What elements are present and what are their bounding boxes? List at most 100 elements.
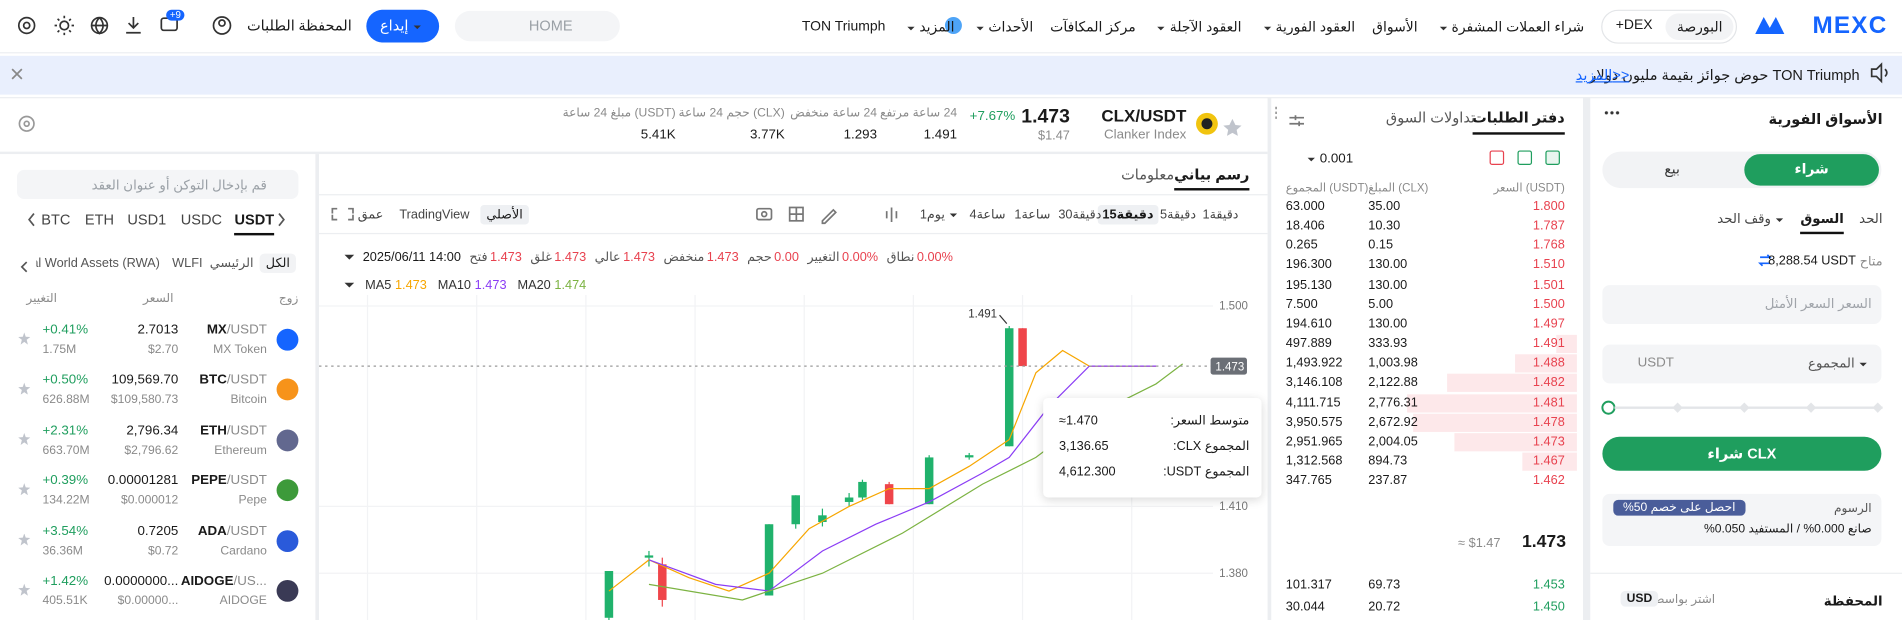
interval[interactable]: 1ساعة <box>1014 207 1051 223</box>
ma-name: MA5 <box>365 277 392 293</box>
banner-link[interactable]: المزيد>> <box>1575 66 1630 84</box>
market-search-box[interactable] <box>16 169 299 199</box>
nav-item[interactable]: مركز المكافآت <box>1050 20 1136 35</box>
book-total: 30.044 <box>1285 598 1325 614</box>
ohlc-value: 0.00% <box>842 249 879 265</box>
candle-body <box>858 481 867 498</box>
book-amount: 69.73 <box>1368 577 1401 593</box>
banner-text: TON Triumph حوض جوائز بقيمة مليون دولار <box>1589 66 1860 84</box>
ohlc-label: نطاق <box>886 249 915 265</box>
interval[interactable]: 4ساعة <box>969 207 1006 223</box>
column-header: التغيير <box>26 292 58 306</box>
available-label: متاح <box>1859 254 1883 270</box>
total-label[interactable]: المجموع <box>1808 355 1872 372</box>
view-option[interactable]: الأصلي <box>480 205 529 225</box>
book-header: المجموع (USDT) <box>1285 181 1369 196</box>
book-price: 1.491 <box>1532 336 1565 351</box>
book-view-icon[interactable] <box>1545 150 1560 166</box>
stat-value: 3.77K <box>749 127 785 142</box>
ohlc-label: التغيير <box>807 249 840 265</box>
pair-base: MX <box>206 322 227 338</box>
high-label: 1.491 <box>968 309 997 321</box>
ohlc-item: نطاق 0.00% <box>887 250 953 265</box>
ohlc-info: 2025/06/11 14:00 فتح 1.473 غلق 1.473 عالي 1.47… <box>344 249 953 265</box>
nav-item[interactable]: DEX+ <box>1615 17 1653 33</box>
interval[interactable]: 5دقيقة <box>1160 207 1197 223</box>
pair-line: MX/USDT <box>207 323 267 338</box>
slider-knob[interactable] <box>1601 400 1616 415</box>
market-search[interactable]: قم بإدخال التوكن أو عنوان العقد <box>91 178 267 193</box>
book-tab[interactable]: دفتر الطلبات <box>1472 109 1565 135</box>
interval[interactable]: 15دقيقة <box>1097 205 1159 225</box>
currency-pill[interactable]: USD <box>1620 590 1659 607</box>
quote-tab[interactable]: USDT <box>234 211 275 236</box>
candle-body <box>791 495 800 525</box>
book-total: 3,146.108 <box>1285 375 1343 390</box>
chart-tab[interactable]: معلومات <box>1121 166 1175 184</box>
book-price: 1.450 <box>1532 598 1565 614</box>
order-type[interactable]: وقف الحد <box>1717 211 1788 227</box>
book-view-icon[interactable] <box>1517 150 1533 166</box>
price-input[interactable] <box>1602 285 1882 324</box>
fees-label: الرسوم <box>1833 502 1872 516</box>
book-total: 63.000 <box>1285 198 1325 214</box>
book-price: 1.482 <box>1532 375 1565 390</box>
pair-name: Ethereum <box>214 443 267 458</box>
kline-chart: 1.380 1.410 1.500 1.491 1.473 <box>319 294 1248 620</box>
nav-item[interactable]: المزيد <box>902 18 954 35</box>
quote-tab[interactable]: USDC <box>180 211 222 229</box>
pair-quote: /USDT <box>226 473 267 488</box>
view-option[interactable]: عمق <box>357 207 384 223</box>
search-box[interactable] <box>454 10 620 42</box>
book-price: 1.481 <box>1532 394 1565 410</box>
ohlc-item: عالي 1.473 <box>595 250 655 265</box>
nav-item[interactable]: العقود الآجلة <box>1153 18 1242 35</box>
pair: CLX/USDT <box>1101 105 1187 125</box>
candle-body <box>964 455 974 458</box>
filter-tab[interactable]: الرئيسي <box>209 256 254 271</box>
coin-icon <box>276 529 299 552</box>
book-tab[interactable]: تداولات السوق <box>1385 109 1476 127</box>
deposit-button[interactable]: إيداع <box>366 9 440 43</box>
buy-tab[interactable]: شراء <box>1744 154 1879 186</box>
sell-tab[interactable]: بيع <box>1664 162 1680 178</box>
stat-value: 1.293 <box>843 127 878 142</box>
submit-button[interactable]: شراء CLX <box>1602 436 1882 471</box>
order-type[interactable]: السوق <box>1800 211 1844 235</box>
filter-tab[interactable]: Real World Assets (RWA) <box>36 256 161 271</box>
nav-item[interactable]: الأحداث <box>971 18 1033 35</box>
chart-tab[interactable]: رسم بياني <box>1174 166 1250 191</box>
view-option[interactable]: TradingView <box>399 207 470 223</box>
candle-body <box>1018 328 1027 367</box>
candle-body <box>1004 328 1014 447</box>
price-change: +7.67% <box>969 109 1016 124</box>
bar-date: 2025/06/11 14:00 <box>362 249 461 265</box>
search-text[interactable]: HOME <box>528 16 573 34</box>
interval[interactable]: 30دقيقة <box>1058 207 1102 223</box>
wallet-link[interactable]: المحفظة <box>298 16 352 34</box>
order-type[interactable]: الحد <box>1859 212 1883 227</box>
precision-select[interactable]: 0.001 <box>1303 152 1353 167</box>
discount-pill[interactable]: احصل على خصم 50% <box>1613 499 1746 516</box>
more-dots[interactable] <box>1603 104 1621 119</box>
filter-tab[interactable]: الكل <box>259 253 296 273</box>
interval[interactable]: 1دقيقة <box>1202 207 1239 223</box>
nav-item[interactable]: شراء العملات المشفرة <box>1435 18 1585 35</box>
depth-bar <box>1407 393 1577 412</box>
filter-tab[interactable]: WLFI <box>172 256 203 271</box>
quote-tab[interactable]: USD1 <box>127 211 167 229</box>
fees-value: صانع 0.000% / المستفيد 0.050% <box>1703 522 1872 537</box>
nav-item[interactable]: TON Triumph <box>801 18 886 34</box>
orders-link[interactable]: الطلبات <box>246 16 295 34</box>
change: +3.54% <box>42 523 89 539</box>
quote-tab[interactable]: ETH <box>84 211 115 229</box>
book-view-icon[interactable] <box>1489 150 1505 166</box>
ohlc-value: 1.473 <box>623 249 655 265</box>
quote-tab[interactable]: BTC <box>41 211 71 229</box>
nav-item[interactable]: العقود الفورية <box>1258 18 1355 35</box>
last-price-usd: $1.47 <box>1037 128 1070 144</box>
interval[interactable]: 1يوم <box>915 205 967 224</box>
coin-icon <box>276 579 299 602</box>
nav-item[interactable]: البورصة <box>1665 12 1734 40</box>
nav-item[interactable]: الأسواق <box>1372 20 1418 35</box>
